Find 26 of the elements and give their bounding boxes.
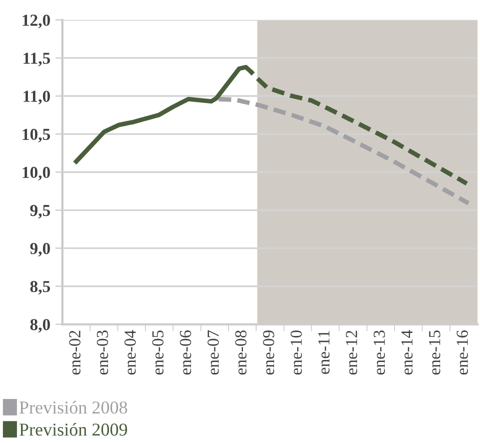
y-tick-label: 8,0: [30, 318, 50, 333]
y-tick-label: 9,5: [30, 204, 50, 219]
x-tick-label: ene-02: [69, 330, 80, 375]
x-tick-label: ene-15: [429, 330, 440, 375]
y-tick-label: 11,0: [24, 90, 50, 104]
legend-label: Previsión 2008: [19, 400, 128, 414]
x-tick-label: ene-11: [318, 330, 330, 374]
y-tick-label: 9,0: [30, 242, 50, 257]
x-tick-label: ene-04: [124, 330, 136, 375]
x-tick-label: ene-05: [152, 330, 164, 375]
x-tick-label: ene-07: [208, 330, 219, 375]
y-tick-label: 8,5: [30, 280, 50, 295]
x-tick-label: ene-08: [235, 330, 246, 375]
x-tick-label: ene-03: [96, 330, 108, 375]
y-tick-label: 12,0: [22, 14, 50, 28]
x-tick-label: ene-14: [401, 330, 413, 375]
legend-label: Previsión 2009: [19, 422, 128, 436]
x-tick-label: ene-12: [346, 330, 358, 375]
y-tick-label: 11,5: [24, 52, 50, 66]
x-tick-label: ene-06: [180, 330, 192, 375]
x-tick-label: ene-10: [290, 330, 302, 375]
y-tick-label: 10,0: [22, 166, 50, 180]
y-tick-label: 10,5: [22, 128, 50, 142]
x-tick-label: ene-16: [456, 330, 468, 375]
x-tick-label: ene-09: [262, 330, 274, 375]
x-tick-label: ene-13: [374, 330, 385, 375]
